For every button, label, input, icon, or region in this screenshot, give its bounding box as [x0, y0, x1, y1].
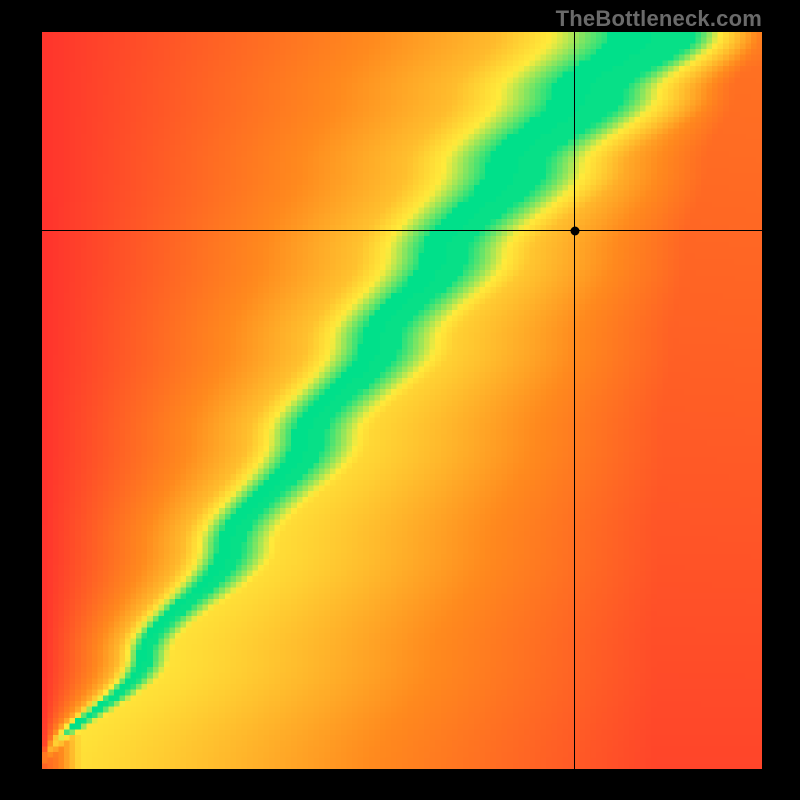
heatmap-canvas — [42, 32, 762, 769]
watermark-text: TheBottleneck.com — [556, 6, 762, 32]
crosshair-vertical — [574, 32, 575, 769]
crosshair-horizontal — [42, 230, 762, 231]
chart-container: TheBottleneck.com — [0, 0, 800, 800]
heatmap-plot — [42, 32, 762, 769]
crosshair-marker — [570, 226, 579, 235]
